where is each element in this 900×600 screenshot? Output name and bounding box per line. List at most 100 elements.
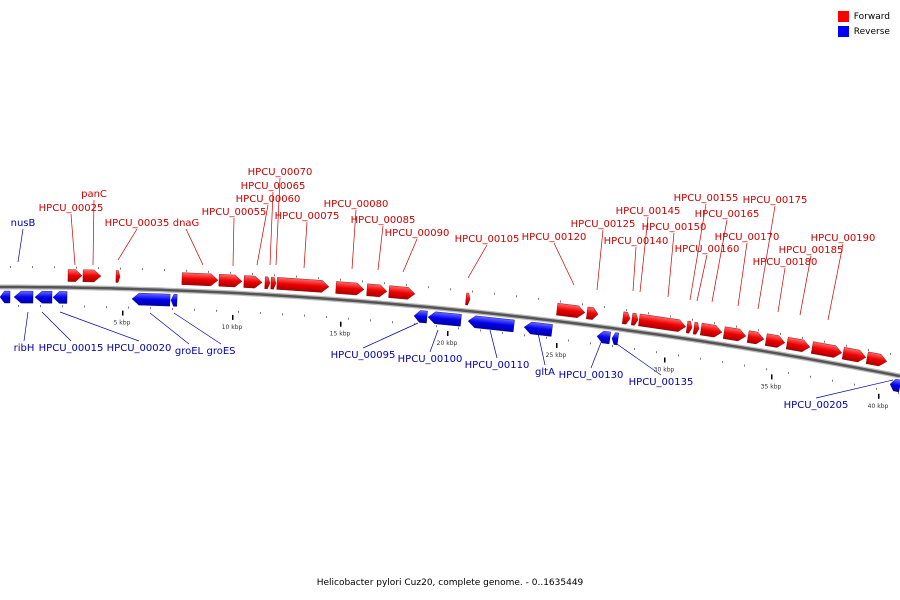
forward-gene-arrow[interactable] (218, 274, 243, 288)
reverse-gene-arrow[interactable] (889, 378, 900, 393)
minor-tick (282, 313, 283, 316)
minor-tick (824, 340, 825, 343)
forward-gene-arrow[interactable] (841, 347, 867, 363)
minor-tick (516, 295, 517, 298)
forward-gene-arrow[interactable] (270, 276, 277, 290)
reverse-gene-label: groEL (175, 346, 204, 357)
forward-gene-label: dnaG (173, 218, 200, 229)
minor-tick (252, 273, 253, 275)
reverse-gene-label: HPCU_00130 (559, 370, 624, 381)
reverse-gene-label: ribH (14, 343, 35, 354)
forward-gene-label: HPCU_00175 (743, 195, 808, 206)
legend-reverse-label: Reverse (853, 26, 890, 37)
minor-tick (150, 307, 151, 310)
forward-gene-arrow[interactable] (586, 306, 599, 320)
legend-forward-label: Forward (853, 11, 890, 22)
minor-tick (582, 303, 583, 306)
reverse-gene-arrow[interactable] (596, 330, 611, 345)
minor-tick (10, 266, 11, 268)
reverse-leader-line (429, 329, 439, 353)
reverse-gene-arrow[interactable] (13, 290, 34, 304)
forward-gene-arrow[interactable] (276, 277, 330, 293)
minor-tick (208, 270, 209, 273)
reverse-gene-label: HPCU_00135 (629, 377, 694, 388)
forward-leader-line (696, 254, 708, 302)
reverse-gene-label: nusB (11, 218, 36, 229)
minor-tick (758, 329, 759, 332)
forward-gene-arrow[interactable] (115, 270, 121, 283)
forward-gene-arrow[interactable] (621, 311, 631, 325)
reverse-gene-arrow[interactable] (131, 292, 171, 307)
minor-tick (406, 284, 407, 287)
forward-gene-label: HPCU_00140 (604, 236, 669, 247)
forward-gene-arrow[interactable] (746, 330, 765, 345)
forward-gene-arrow[interactable] (556, 302, 586, 318)
forward-gene-label: HPCU_00035 (105, 218, 170, 229)
reverse-gene-arrow[interactable] (34, 290, 53, 304)
minor-tick (722, 361, 723, 364)
minor-tick (736, 325, 737, 328)
reverse-gene-label: HPCU_00205 (784, 400, 849, 411)
reverse-swatch (837, 26, 849, 37)
forward-gene-arrow[interactable] (264, 276, 271, 290)
forward-gene-arrow[interactable] (67, 269, 83, 282)
minor-tick (194, 308, 195, 311)
scale-label: 40 kbp (868, 403, 889, 410)
forward-gene-arrow[interactable] (810, 341, 843, 359)
minor-tick (414, 323, 415, 326)
minor-tick (472, 290, 473, 293)
reverse-gene-label: HPCU_00020 (107, 343, 172, 354)
reverse-leader-line (489, 329, 498, 359)
minor-tick (656, 351, 657, 354)
reverse-gene-arrow[interactable] (0, 290, 11, 304)
forward-leader-line (402, 238, 418, 273)
forward-leader-line (467, 244, 488, 279)
minor-tick (436, 325, 437, 328)
reverse-leader-line (173, 312, 222, 345)
forward-gene-arrow[interactable] (465, 292, 471, 306)
minor-tick (832, 379, 833, 382)
forward-gene-arrow[interactable] (181, 272, 219, 287)
forward-gene-label: HPCU_00060 (236, 194, 301, 205)
forward-gene-arrow[interactable] (630, 312, 639, 326)
reverse-gene-arrow[interactable] (413, 310, 428, 324)
minor-tick (854, 383, 855, 386)
reverse-gene-arrow[interactable] (170, 294, 178, 307)
forward-gene-arrow[interactable] (685, 320, 693, 334)
minor-tick (568, 339, 569, 342)
reverse-gene-arrow[interactable] (467, 315, 515, 333)
forward-gene-arrow[interactable] (388, 285, 416, 300)
minor-tick (274, 274, 275, 277)
minor-tick (450, 288, 451, 291)
forward-gene-label: HPCU_00155 (674, 193, 739, 204)
forward-gene-label: HPCU_00180 (753, 257, 818, 268)
forward-gene-arrow[interactable] (764, 333, 786, 349)
forward-gene-label: HPCU_00125 (571, 219, 636, 230)
forward-gene-arrow[interactable] (692, 321, 700, 335)
minor-tick (18, 305, 19, 307)
reverse-gene-arrow[interactable] (427, 311, 462, 327)
forward-gene-arrow[interactable] (865, 351, 888, 368)
reverse-gene-arrow[interactable] (611, 332, 620, 346)
legend-forward: Forward (837, 9, 890, 24)
minor-tick (318, 277, 319, 280)
forward-gene-arrow[interactable] (722, 326, 747, 342)
forward-gene-arrow[interactable] (699, 322, 723, 338)
scale-label: 15 kbp (330, 331, 351, 338)
forward-gene-arrow[interactable] (243, 275, 263, 289)
forward-leader-line (185, 228, 204, 266)
scale-tick (232, 314, 234, 320)
forward-gene-arrow[interactable] (335, 281, 365, 296)
forward-gene-arrow[interactable] (82, 269, 102, 283)
forward-leader-line (667, 232, 675, 298)
forward-gene-arrow[interactable] (785, 336, 811, 353)
forward-gene-arrow[interactable] (366, 283, 388, 298)
minor-tick (84, 305, 85, 308)
minor-tick (788, 371, 789, 374)
reverse-gene-arrow[interactable] (52, 291, 68, 304)
reverse-gene-arrow[interactable] (523, 321, 553, 337)
forward-gene-arrow[interactable] (638, 313, 687, 333)
scale-label: 25 kbp (546, 352, 567, 359)
forward-gene-label: panC (81, 189, 107, 200)
